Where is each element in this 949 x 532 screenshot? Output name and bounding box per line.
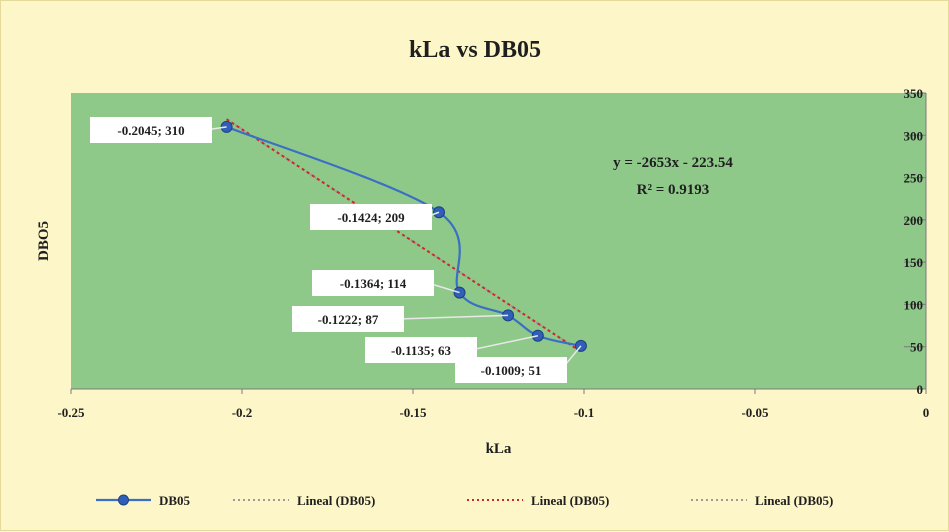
x-tick-label: -0.1	[574, 405, 595, 420]
label-leader	[470, 334, 538, 351]
data-labels: -0.2045; 310 -0.1424; 209 -0.1364; 114 -0.1…	[90, 117, 582, 383]
y-tick-label: 300	[904, 128, 924, 143]
x-tick-label: -0.15	[399, 405, 427, 420]
data-label-box	[310, 204, 432, 230]
legend-label: Lineal (DB05)	[297, 493, 375, 508]
x-tick-label: -0.25	[57, 405, 85, 420]
data-label-box	[90, 117, 212, 143]
y-tick-label: 100	[904, 297, 924, 312]
y-tick-label: 200	[904, 213, 924, 228]
legend-label: DB05	[159, 493, 191, 508]
data-label: -0.1009; 51	[481, 363, 542, 378]
plot-area	[71, 93, 926, 389]
legend-swatch-marker	[118, 494, 129, 506]
y-tick-label: 150	[904, 255, 924, 270]
data-label: -0.1135; 63	[391, 343, 451, 358]
y-axis: 0 50 100 150 200 250 300 350	[904, 86, 927, 397]
data-label-box	[455, 357, 567, 383]
y-axis-title: DBO5	[36, 221, 52, 261]
y-tick-label: 250	[904, 171, 924, 186]
trendline-equation: y = -2653x - 223.54	[613, 155, 733, 171]
chart-title: kLa vs DB05	[409, 37, 541, 63]
x-axis: -0.25 -0.2 -0.15 -0.1 -0.05 0	[57, 388, 930, 420]
legend-label: Lineal (DB05)	[531, 493, 609, 508]
data-label: -0.1364; 114	[340, 276, 407, 291]
trendline-1	[226, 118, 582, 353]
trendline-r-squared: R² = 0.9193	[637, 182, 710, 198]
data-label: -0.1222; 87	[318, 312, 379, 327]
data-label: -0.1424; 209	[337, 210, 405, 225]
legend: DB05 Lineal (DB05) Lineal (DB05) Lineal (DB…	[96, 493, 833, 508]
x-tick-label: 0	[923, 405, 930, 420]
y-tick-label: 350	[904, 86, 924, 101]
data-label-box	[292, 306, 404, 332]
data-label: -0.2045; 310	[117, 123, 184, 138]
label-leader	[397, 314, 509, 320]
y-tick-label: 50	[910, 340, 923, 355]
legend-label: Lineal (DB05)	[755, 493, 833, 508]
data-label-box	[312, 270, 434, 296]
x-axis-title: kLa	[486, 441, 512, 457]
x-tick-label: -0.2	[232, 405, 253, 420]
x-tick-label: -0.05	[741, 405, 769, 420]
y-tick-label: 0	[917, 382, 924, 397]
trendlines	[226, 118, 582, 353]
